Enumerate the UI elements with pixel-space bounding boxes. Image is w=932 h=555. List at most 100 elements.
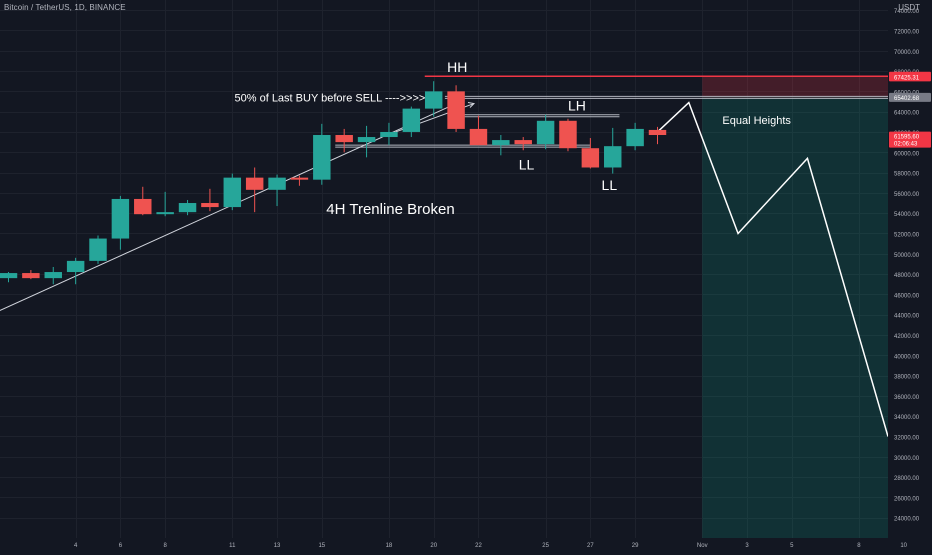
candle-body[interactable] bbox=[514, 140, 532, 145]
candle-body[interactable] bbox=[313, 135, 331, 180]
price-tick-label: 56000.00 bbox=[894, 192, 920, 198]
candle-body[interactable] bbox=[357, 137, 376, 143]
candle[interactable] bbox=[66, 257, 85, 285]
candle[interactable] bbox=[536, 114, 555, 150]
price-tick-label: 72000.00 bbox=[894, 29, 920, 35]
candle[interactable] bbox=[156, 191, 174, 217]
candle-body[interactable] bbox=[648, 129, 667, 136]
price-tick-label: 26000.00 bbox=[894, 496, 920, 502]
price-tick-label: 50000.00 bbox=[894, 253, 920, 259]
drawing-lines bbox=[0, 75, 889, 437]
candle-body[interactable] bbox=[335, 135, 353, 143]
time-tick-label: 5 bbox=[790, 543, 794, 549]
candle[interactable] bbox=[89, 235, 107, 264]
candle[interactable] bbox=[514, 137, 532, 151]
price-tick-label: 38000.00 bbox=[894, 375, 920, 381]
candle-body[interactable] bbox=[559, 120, 577, 149]
time-tick-label: 22 bbox=[475, 543, 482, 549]
candle-body[interactable] bbox=[402, 108, 421, 132]
candle-body[interactable] bbox=[268, 177, 286, 190]
candle-body[interactable] bbox=[424, 91, 443, 109]
candle[interactable] bbox=[469, 115, 488, 146]
time-tick-label: 27 bbox=[587, 543, 594, 549]
price-label-text: 67425.31 bbox=[894, 75, 920, 81]
candle[interactable] bbox=[581, 138, 600, 169]
candle[interactable] bbox=[178, 199, 197, 216]
time-tick-label: 29 bbox=[632, 543, 639, 549]
price-label-tag bbox=[889, 131, 931, 148]
candle[interactable] bbox=[492, 135, 510, 156]
candle-body[interactable] bbox=[536, 120, 555, 145]
time-tick-label: 3 bbox=[745, 543, 749, 549]
time-tick-label: 20 bbox=[430, 543, 437, 549]
candle[interactable] bbox=[402, 106, 421, 138]
symbol-title: Bitcoin / TetherUS, 1D, BINANCE bbox=[4, 3, 126, 12]
candle-body[interactable] bbox=[581, 148, 600, 168]
candle[interactable] bbox=[626, 122, 644, 151]
candle[interactable] bbox=[223, 173, 242, 211]
candle-body[interactable] bbox=[604, 146, 622, 168]
candle[interactable] bbox=[335, 128, 353, 153]
candle[interactable] bbox=[245, 167, 264, 213]
candle-body[interactable] bbox=[0, 273, 18, 279]
price-tick-label: 52000.00 bbox=[894, 232, 920, 238]
candle-body[interactable] bbox=[626, 128, 644, 147]
candle-body[interactable] bbox=[492, 140, 510, 146]
candle-body[interactable] bbox=[111, 198, 130, 239]
time-tick-label: 8 bbox=[857, 543, 861, 549]
candle-body[interactable] bbox=[380, 131, 398, 138]
projection-path bbox=[656, 101, 889, 437]
candle-body[interactable] bbox=[134, 198, 152, 215]
candle[interactable] bbox=[44, 266, 62, 285]
candle-body[interactable] bbox=[66, 260, 85, 273]
candle[interactable] bbox=[111, 195, 130, 250]
candle[interactable] bbox=[604, 127, 622, 174]
price-axis[interactable]: 24000.00 26000.00 28000.00 30000.00 32000.00… bbox=[888, 0, 932, 550]
candle[interactable] bbox=[201, 188, 219, 212]
candle[interactable] bbox=[447, 85, 465, 132]
candle[interactable] bbox=[380, 122, 398, 146]
time-tick-label: 4 bbox=[74, 543, 78, 549]
candle[interactable] bbox=[0, 272, 18, 283]
annotation-text: LH bbox=[568, 98, 586, 114]
time-tick-label: 10 bbox=[900, 543, 907, 549]
candle[interactable] bbox=[313, 123, 331, 185]
candle-body[interactable] bbox=[178, 203, 197, 213]
candle[interactable] bbox=[559, 118, 577, 152]
candle[interactable] bbox=[357, 125, 376, 158]
time-axis[interactable]: 4 6 8 11 13 15 18 20 22 25 27 29 Nov 3 5 8 10 bbox=[0, 538, 932, 550]
grid-layer bbox=[0, 0, 905, 538]
annotation-text: LL bbox=[519, 157, 535, 173]
candle-body[interactable] bbox=[447, 91, 465, 129]
price-label-tag bbox=[889, 92, 931, 102]
candle[interactable] bbox=[424, 81, 443, 117]
trendline bbox=[0, 103, 457, 311]
candle-body[interactable] bbox=[469, 128, 488, 146]
price-axis-bg bbox=[888, 0, 932, 550]
candle[interactable] bbox=[134, 186, 152, 216]
candle-body[interactable] bbox=[201, 203, 219, 208]
candle[interactable] bbox=[648, 126, 667, 145]
price-tick-label: 46000.00 bbox=[894, 293, 920, 299]
time-tick-label: 6 bbox=[119, 543, 123, 549]
candle[interactable] bbox=[290, 175, 309, 186]
candle-body[interactable] bbox=[89, 238, 107, 261]
candle-body[interactable] bbox=[22, 273, 40, 279]
candle-body[interactable] bbox=[44, 272, 62, 279]
price-tick-label: 28000.00 bbox=[894, 476, 920, 482]
candle-body[interactable] bbox=[290, 177, 309, 180]
candle-body[interactable] bbox=[223, 177, 242, 208]
price-tick-label: 42000.00 bbox=[894, 334, 920, 340]
candle[interactable] bbox=[268, 174, 286, 207]
candle[interactable] bbox=[22, 270, 40, 280]
candle-body[interactable] bbox=[156, 212, 174, 215]
arrow-head bbox=[467, 102, 476, 108]
price-tick-label: 30000.00 bbox=[894, 456, 920, 462]
time-tick-label: 13 bbox=[274, 543, 281, 549]
candle-body[interactable] bbox=[245, 177, 264, 190]
candles[interactable] bbox=[0, 81, 667, 285]
time-axis-bg bbox=[0, 538, 932, 550]
price-tick-label: 34000.00 bbox=[894, 415, 920, 421]
